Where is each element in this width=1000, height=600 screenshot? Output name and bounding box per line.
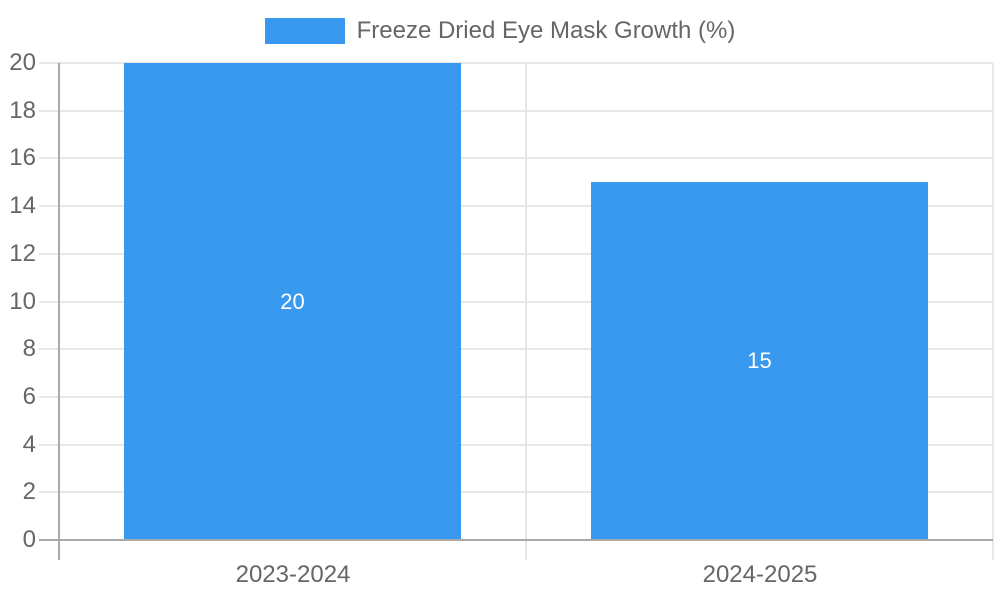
y-tick-label: 12 bbox=[9, 240, 36, 267]
y-tick-label: 18 bbox=[9, 97, 36, 124]
y-axis-line bbox=[58, 63, 60, 560]
bar[interactable]: 15 bbox=[591, 182, 928, 540]
gridline-horizontal bbox=[39, 62, 993, 64]
gridline-horizontal bbox=[39, 157, 993, 159]
y-tick-label: 10 bbox=[9, 288, 36, 315]
gridline-horizontal bbox=[39, 110, 993, 112]
x-axis-line bbox=[39, 539, 993, 541]
x-tick-label: 2023-2024 bbox=[235, 561, 351, 588]
gridline-horizontal bbox=[39, 396, 993, 398]
y-tick-label: 8 bbox=[22, 335, 36, 362]
legend[interactable]: Freeze Dried Eye Mask Growth (%) bbox=[0, 16, 1000, 46]
y-tick-label: 0 bbox=[22, 526, 36, 553]
gridline-horizontal bbox=[39, 491, 993, 493]
gridline-horizontal bbox=[39, 301, 993, 303]
gridline-horizontal bbox=[39, 444, 993, 446]
bar[interactable]: 20 bbox=[124, 63, 461, 540]
y-tick-label: 6 bbox=[22, 383, 36, 410]
gridline-horizontal bbox=[39, 348, 993, 350]
y-tick-label: 4 bbox=[22, 431, 36, 458]
y-tick-label: 16 bbox=[9, 144, 36, 171]
bar-value-label: 20 bbox=[280, 289, 305, 314]
y-tick-label: 20 bbox=[9, 49, 36, 76]
gridline-vertical bbox=[525, 63, 527, 560]
legend-swatch bbox=[264, 18, 345, 44]
legend-label: Freeze Dried Eye Mask Growth (%) bbox=[356, 17, 736, 44]
bar-value-label: 15 bbox=[747, 348, 772, 373]
gridline-horizontal bbox=[39, 253, 993, 255]
y-tick-label: 14 bbox=[9, 192, 36, 219]
y-tick-label: 2 bbox=[22, 478, 36, 505]
gridline-horizontal bbox=[39, 205, 993, 207]
x-tick-label: 2024-2025 bbox=[702, 561, 818, 588]
gridline-vertical bbox=[992, 63, 994, 560]
